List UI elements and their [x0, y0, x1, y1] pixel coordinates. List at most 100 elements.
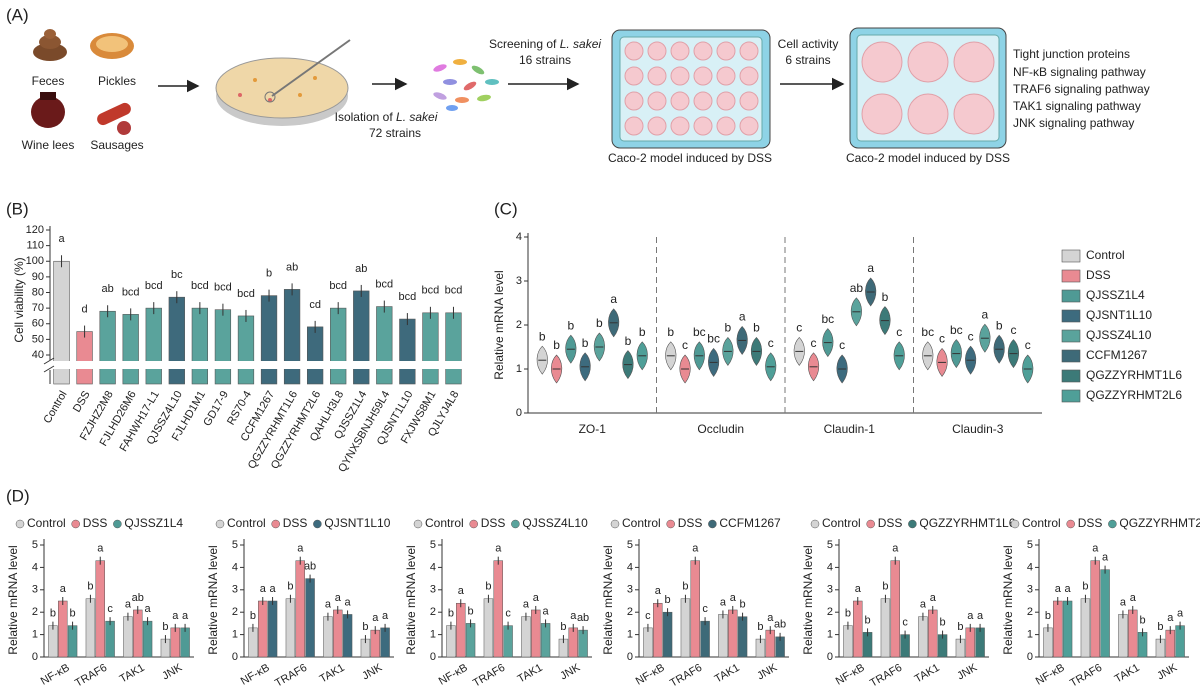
x-tick-label: Claudin-1: [824, 422, 876, 436]
legend-label: Control: [822, 516, 861, 530]
y-tick-label: 90: [32, 271, 44, 283]
legend-marker: [511, 519, 520, 529]
y-tick-label: 80: [32, 286, 44, 298]
significance-letter: b: [266, 268, 272, 280]
significance-letter: b: [625, 334, 632, 348]
bar: [380, 627, 390, 658]
bar: [306, 326, 324, 385]
significance-letter: bcd: [214, 282, 232, 294]
x-tick-label: Control: [42, 389, 70, 426]
significance-letter: b: [940, 617, 946, 629]
legend-marker: [215, 519, 225, 529]
y-tick-label: 4: [827, 561, 833, 573]
significance-letter: a: [172, 610, 179, 622]
significance-letter: a: [739, 310, 746, 324]
bar: [662, 611, 673, 658]
bar: [890, 560, 900, 658]
legend-label: QGZZYRHMT1L6: [1086, 368, 1182, 382]
x-tick-label: TAK1: [1113, 662, 1142, 686]
y-tick-label: 2: [627, 606, 633, 618]
well: [716, 116, 736, 136]
significance-letter: b: [996, 318, 1003, 332]
legend-marker: [413, 519, 423, 529]
significance-letter: a: [1102, 552, 1109, 564]
significance-letter: a: [297, 543, 304, 555]
y-tick-label: 40: [32, 349, 44, 361]
legend-label: Control: [27, 516, 66, 530]
legend-marker: [1108, 519, 1117, 529]
significance-letter: b: [1157, 621, 1163, 633]
significance-letter: a: [730, 592, 737, 604]
significance-letter: a: [655, 585, 662, 597]
bar: [370, 629, 380, 658]
bar: [728, 609, 738, 658]
y-tick-label: 4: [430, 561, 436, 573]
y-tick-label: 60: [32, 318, 44, 330]
significance-letter: c: [768, 336, 774, 350]
y-tick-label: 4: [232, 561, 238, 573]
x-tick-label: JNK: [360, 661, 385, 682]
y-axis-label: Relative mRNA level: [206, 545, 220, 654]
significance-letter: a: [767, 612, 774, 624]
x-tick-label: JNK: [558, 661, 583, 682]
significance-letter: bcd: [145, 280, 163, 292]
significance-letter: b: [1045, 610, 1051, 622]
y-tick-label: 0: [827, 651, 833, 663]
bar: [446, 625, 456, 658]
y-tick-label: 5: [1027, 539, 1033, 551]
well: [953, 41, 995, 83]
well: [670, 116, 690, 136]
x-tick-label: NF-κB: [634, 662, 667, 688]
legend-marker: [610, 519, 620, 529]
source-icons: [31, 29, 134, 135]
bar: [305, 578, 315, 658]
significance-letter: b: [882, 581, 888, 593]
legend-label: QJSSZ4L10: [1086, 328, 1152, 342]
x-tick-label: NF-κB: [39, 662, 72, 688]
y-tick-label: 0: [627, 651, 633, 663]
y-axis-label: Relative mRNA level: [1001, 545, 1015, 654]
y-axis-label: Relative mRNA level: [6, 545, 20, 654]
bar: [965, 627, 975, 658]
legend-label: QJSSZ1L4: [124, 516, 183, 530]
bar: [653, 602, 663, 658]
well: [670, 91, 690, 111]
bar: [853, 600, 863, 658]
significance-letter: a: [867, 261, 874, 275]
significance-letter: a: [967, 610, 974, 622]
x-tick-label: NF-κB: [834, 662, 867, 688]
x-tick-label: TRAF6: [1068, 662, 1104, 690]
bar: [1118, 614, 1128, 658]
well: [693, 91, 713, 111]
significance-letter: a: [977, 610, 984, 622]
significance-letter: ab: [850, 281, 864, 295]
y-tick-label: 100: [26, 255, 44, 267]
bar: [168, 296, 185, 385]
y-tick-label: 5: [232, 539, 238, 551]
significance-letter: a: [1055, 583, 1062, 595]
bar: [133, 609, 143, 658]
y-tick-label: 5: [627, 539, 633, 551]
y-tick-label: 4: [627, 561, 633, 573]
significance-letter: bcd: [329, 280, 347, 292]
outcome: Tight junction proteins: [1013, 47, 1130, 61]
legend-marker: [866, 519, 875, 529]
bar: [918, 616, 928, 658]
legend-label: Control: [425, 516, 464, 530]
bar: [718, 614, 728, 658]
well: [693, 116, 713, 136]
significance-letter: b: [639, 325, 646, 339]
significance-letter: bcd: [191, 280, 209, 292]
significance-letter: a: [523, 599, 530, 611]
x-tick-label: NF-κB: [239, 662, 272, 688]
well: [907, 93, 949, 135]
significance-letter: b: [539, 329, 546, 343]
model-label: Caco-2 model induced by DSS: [846, 151, 1010, 165]
legend-label: DSS: [1078, 516, 1103, 530]
bar: [1100, 569, 1110, 658]
screening-text: Screening of L. sakei: [489, 37, 601, 51]
x-tick-label: TRAF6: [668, 662, 704, 690]
bar: [295, 560, 305, 658]
significance-letter: c: [939, 332, 945, 346]
